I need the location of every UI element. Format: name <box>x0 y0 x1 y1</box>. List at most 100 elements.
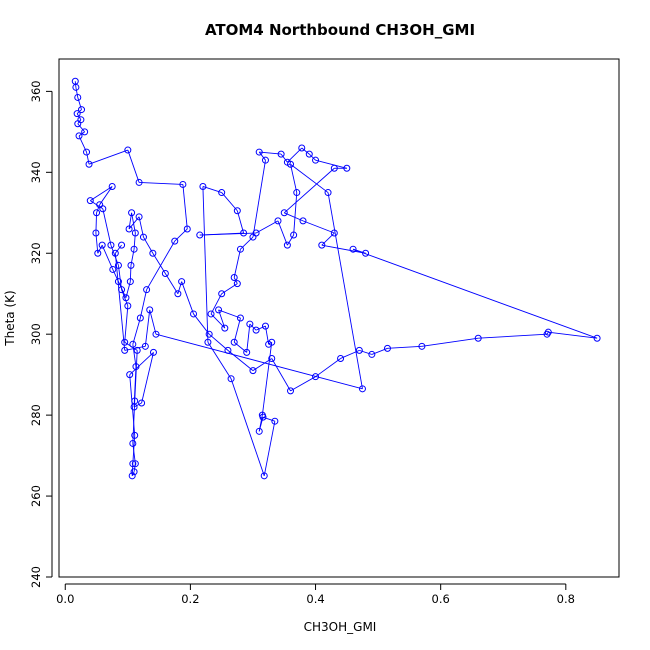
series-segment <box>293 192 298 236</box>
data-point <box>205 330 213 338</box>
series-segment <box>164 273 179 294</box>
data-point <box>474 334 482 342</box>
series-segment <box>88 149 128 165</box>
series-segment <box>129 352 154 375</box>
data-point <box>290 231 298 239</box>
data-point <box>124 302 132 310</box>
series-segment <box>110 244 119 266</box>
series-segment <box>252 358 272 371</box>
data-point <box>221 324 229 332</box>
series-segment <box>290 376 316 392</box>
series-segment <box>259 151 282 155</box>
data-point <box>118 241 126 249</box>
series-segment <box>352 248 598 339</box>
series-segment <box>387 345 422 349</box>
data-point <box>318 241 326 249</box>
data-point <box>330 229 338 237</box>
data-point <box>149 348 157 356</box>
data-point <box>252 326 260 334</box>
series-segment <box>90 186 113 202</box>
data-point <box>149 249 157 257</box>
data-point <box>128 472 136 480</box>
data-point <box>215 306 223 314</box>
series-segment <box>77 123 85 133</box>
y-axis: 240 260 280 300 320 340 360 <box>29 80 53 588</box>
series-lines <box>74 81 598 477</box>
data-point <box>171 237 179 245</box>
data-point <box>312 373 320 381</box>
series-segment <box>97 244 103 254</box>
data-point <box>131 431 139 439</box>
x-axis-label: CH3OH_GMI <box>304 620 377 634</box>
data-point <box>252 229 260 237</box>
series-points <box>71 77 601 480</box>
data-point <box>179 180 187 188</box>
series-segment <box>286 234 295 246</box>
data-point <box>593 334 601 342</box>
data-point <box>132 363 140 371</box>
series-segment <box>132 400 136 444</box>
data-point <box>161 269 169 277</box>
series-segment <box>117 265 123 290</box>
data-point <box>196 231 204 239</box>
data-point <box>305 150 313 158</box>
data-point <box>544 328 552 336</box>
y-tick-label: 340 <box>29 161 43 183</box>
series-segment <box>421 337 479 347</box>
series-segment <box>86 151 90 165</box>
series-segment <box>99 186 113 205</box>
data-point <box>126 371 134 379</box>
data-point <box>146 306 154 314</box>
data-point <box>368 350 376 358</box>
series-segment <box>246 324 251 353</box>
series-segment <box>255 325 266 331</box>
series-segment <box>280 153 288 163</box>
y-tick-label: 320 <box>29 242 43 264</box>
series-segment <box>478 333 548 339</box>
x-axis: 0.0 0.2 0.4 0.6 0.8 <box>56 583 575 606</box>
data-point <box>249 367 257 375</box>
data-point <box>277 150 285 158</box>
data-point <box>75 132 83 140</box>
series-segment <box>218 309 241 319</box>
data-point <box>207 310 215 318</box>
series-segment <box>302 220 335 234</box>
data-point <box>136 314 144 322</box>
series-segment <box>221 192 238 212</box>
data-point <box>135 213 143 221</box>
data-point <box>129 460 137 468</box>
x-tick-label: 0.0 <box>56 592 74 606</box>
data-point <box>73 110 81 118</box>
data-point <box>287 387 295 395</box>
data-point <box>260 472 268 480</box>
series-segment <box>131 471 135 477</box>
data-point <box>118 286 126 294</box>
plot-frame <box>58 58 620 578</box>
data-point <box>72 83 80 91</box>
data-point <box>114 278 122 286</box>
series-segment <box>261 342 273 416</box>
series-segment <box>227 350 254 371</box>
series-segment <box>321 244 366 254</box>
series-segment <box>114 253 126 351</box>
data-point <box>131 229 139 237</box>
data-point <box>131 397 139 405</box>
data-point <box>362 249 370 257</box>
data-point <box>128 209 136 217</box>
series-segment <box>102 208 112 246</box>
data-point <box>259 413 267 421</box>
series-segment <box>149 309 157 335</box>
series-segment <box>127 149 140 183</box>
series-segment <box>132 317 141 345</box>
series-segment <box>101 244 114 270</box>
series-segment <box>315 358 341 378</box>
data-point <box>81 128 89 136</box>
data-point <box>230 338 238 346</box>
series-segment <box>263 421 276 476</box>
data-point <box>92 229 100 237</box>
data-point <box>183 225 191 233</box>
data-point <box>178 278 186 286</box>
series-segment <box>233 317 241 343</box>
data-point <box>230 274 238 282</box>
data-point <box>85 160 93 168</box>
